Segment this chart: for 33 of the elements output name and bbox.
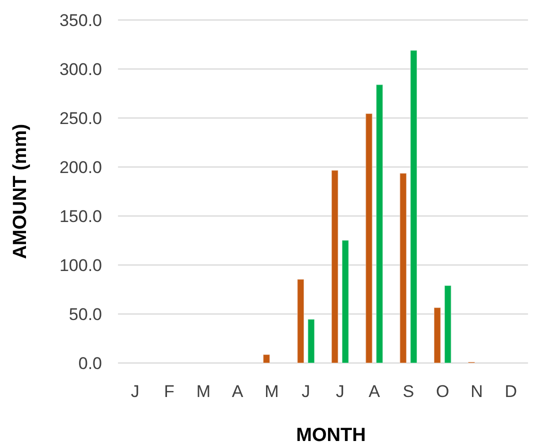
bar xyxy=(434,307,441,364)
bar xyxy=(331,170,338,364)
bar xyxy=(376,84,384,364)
bar xyxy=(296,278,304,364)
y-tick-label: 0.0 xyxy=(78,354,102,373)
x-tick-label: J xyxy=(336,382,344,401)
bar xyxy=(410,50,418,364)
x-tick-label: F xyxy=(164,382,174,401)
y-axis-title: AMOUNT (mm) xyxy=(10,124,31,260)
y-tick-label: 300.0 xyxy=(59,60,102,79)
bar xyxy=(399,172,407,364)
bar xyxy=(308,318,315,364)
x-tick-label: J xyxy=(130,382,140,401)
y-tick-label: 150.0 xyxy=(59,206,102,226)
bar xyxy=(262,354,270,364)
x-tick-label: M xyxy=(196,382,211,401)
y-tick-label: 100.0 xyxy=(59,256,102,275)
bar xyxy=(365,113,373,364)
y-tick-label: 50.0 xyxy=(68,304,102,324)
x-tick-label: A xyxy=(368,382,381,401)
x-axis-title: MONTH xyxy=(296,425,366,446)
x-tick-label: J xyxy=(302,382,310,401)
x-tick-label: O xyxy=(436,382,450,401)
x-tick-label: D xyxy=(504,382,518,401)
x-tick-label: N xyxy=(470,382,483,401)
x-tick-label: S xyxy=(402,382,414,401)
x-tick-label: M xyxy=(264,382,279,401)
x-tick-label: A xyxy=(232,382,244,401)
bar xyxy=(444,285,452,364)
y-tick-label: 250.0 xyxy=(59,108,102,128)
bar xyxy=(342,240,350,364)
y-tick-label: 350.0 xyxy=(59,10,102,30)
y-tick-label: 200.0 xyxy=(59,158,102,177)
